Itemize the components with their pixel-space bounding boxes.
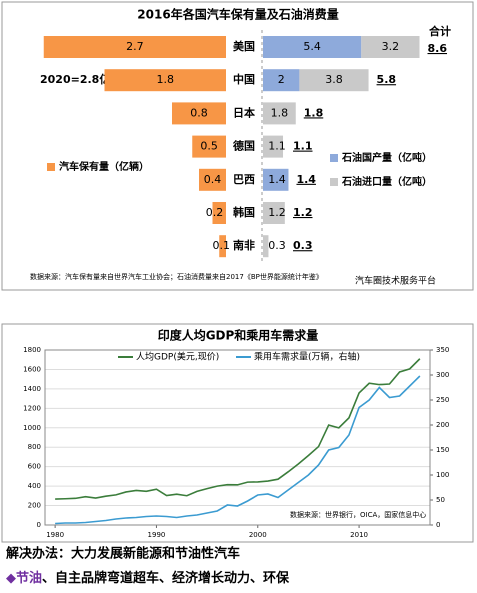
value-label: 1.1 [268, 140, 286, 153]
total-label: 1.8 [304, 106, 324, 119]
y2-tick-label: 350 [436, 346, 449, 354]
source: 数据来源：世界银行，OICA，国家信息中心 [290, 510, 426, 519]
x-tick-label: 1980 [46, 531, 64, 539]
legend-swatch [47, 163, 55, 171]
value-label: 1.8 [157, 73, 175, 86]
value-label: 0.5 [200, 140, 218, 153]
bar [104, 69, 226, 92]
bar [172, 102, 226, 125]
bar-segment [263, 202, 285, 224]
y-tick-label: 1600 [23, 365, 41, 373]
y2-tick-label: 50 [436, 496, 445, 504]
category-label: 日本 [233, 105, 255, 119]
bar-segment [263, 135, 284, 158]
source: 数据来源：汽车保有量来自世界汽车工业协会；石油消费量来自2017《BP世界能源统… [30, 272, 323, 281]
value-label: 0.3 [268, 239, 286, 252]
legend-swatch [330, 154, 338, 162]
total-label: 1.2 [293, 206, 313, 219]
total-label: 0.3 [293, 239, 313, 252]
value-label: 2 [278, 73, 285, 86]
category-label: 南非 [233, 238, 255, 252]
bar-segment [263, 235, 269, 258]
value-label: 0.8 [190, 106, 208, 119]
legend-label: 人均GDP(美元,现价) [136, 351, 219, 363]
x-tick-label: 1990 [148, 531, 166, 539]
value-label: 0.2 [206, 206, 224, 219]
value-label: 2.7 [126, 40, 144, 53]
bar-segment [263, 69, 300, 92]
bar [219, 235, 226, 258]
category-label: 韩国 [233, 205, 255, 219]
legend-swatch [330, 178, 338, 186]
value-label: 3.8 [325, 73, 343, 86]
y2-tick-label: 100 [436, 471, 449, 479]
watermark: 汽车圈技术服务平台 [355, 275, 436, 287]
plot-frame [44, 349, 431, 526]
bar-segment [361, 36, 420, 58]
value-label: 5.4 [303, 40, 321, 53]
y-tick-label: 400 [28, 482, 41, 490]
total-label: 1.4 [296, 173, 316, 186]
category-label: 美国 [233, 39, 255, 53]
bar-segment [299, 69, 369, 92]
category-label: 德国 [232, 139, 255, 153]
value-label: 0.1 [213, 239, 231, 252]
legend-label: 乘用车需求量(万辆，右轴) [254, 351, 360, 363]
footer-heading: 解决办法：大力发展新能源和节油性汽车 [5, 546, 240, 562]
y-tick-label: 800 [28, 443, 41, 451]
total-header: 合计 [429, 24, 451, 38]
bullet-rest: 、自主品牌弯道超车、经济增长动力、环保 [42, 570, 290, 586]
x-tick-label: 2000 [249, 531, 267, 539]
value-label: 1.4 [268, 173, 286, 186]
bar [43, 36, 226, 58]
y-tick-label: 600 [28, 463, 41, 471]
x-tick-label: 2010 [350, 531, 368, 539]
chart-title: 印度人均GDP和乘用车需求量 [158, 328, 319, 343]
bar [192, 135, 226, 158]
y2-tick-label: 0 [436, 521, 440, 529]
legend-label: 汽车保有量（亿辆） [59, 160, 149, 173]
footer-bullet: ◆节油、自主品牌弯道超车、经济增长动力、环保 [6, 570, 290, 586]
line-series [55, 358, 421, 500]
category-label: 巴西 [233, 173, 255, 186]
bar-segment [263, 36, 362, 58]
category-label: 中国 [233, 72, 255, 86]
y-tick-label: 1200 [23, 404, 41, 412]
line-series [55, 375, 421, 525]
y-tick-label: 1000 [23, 424, 41, 432]
y-tick-label: 0 [37, 521, 41, 529]
value-label: 0.4 [204, 173, 222, 186]
value-label: 1.2 [268, 206, 286, 219]
bar [212, 202, 226, 224]
y-tick-label: 1400 [23, 385, 41, 393]
y2-tick-label: 250 [436, 396, 449, 404]
bullet-lead: ◆节油 [6, 570, 42, 586]
value-label: 3.2 [382, 40, 400, 53]
annotation: 2020=2.8亿 [40, 72, 110, 86]
total-label: 1.1 [293, 140, 313, 153]
bar [199, 168, 226, 191]
chart-title: 2016年各国汽车保有量及石油消费量 [137, 7, 338, 22]
y2-tick-label: 150 [436, 446, 449, 454]
legend-label: 石油进口量（亿吨） [341, 175, 432, 188]
bar-segment [263, 168, 289, 191]
total-label: 8.6 [428, 42, 448, 55]
total-label: 5.8 [377, 73, 397, 86]
value-label: 1.8 [271, 106, 289, 119]
legend-label: 石油国产量（亿吨） [341, 151, 432, 164]
bar-segment [263, 102, 296, 125]
y-tick-label: 200 [28, 502, 41, 510]
y-tick-label: 1800 [23, 346, 41, 354]
y2-tick-label: 200 [436, 421, 449, 429]
y2-tick-label: 300 [436, 371, 449, 379]
